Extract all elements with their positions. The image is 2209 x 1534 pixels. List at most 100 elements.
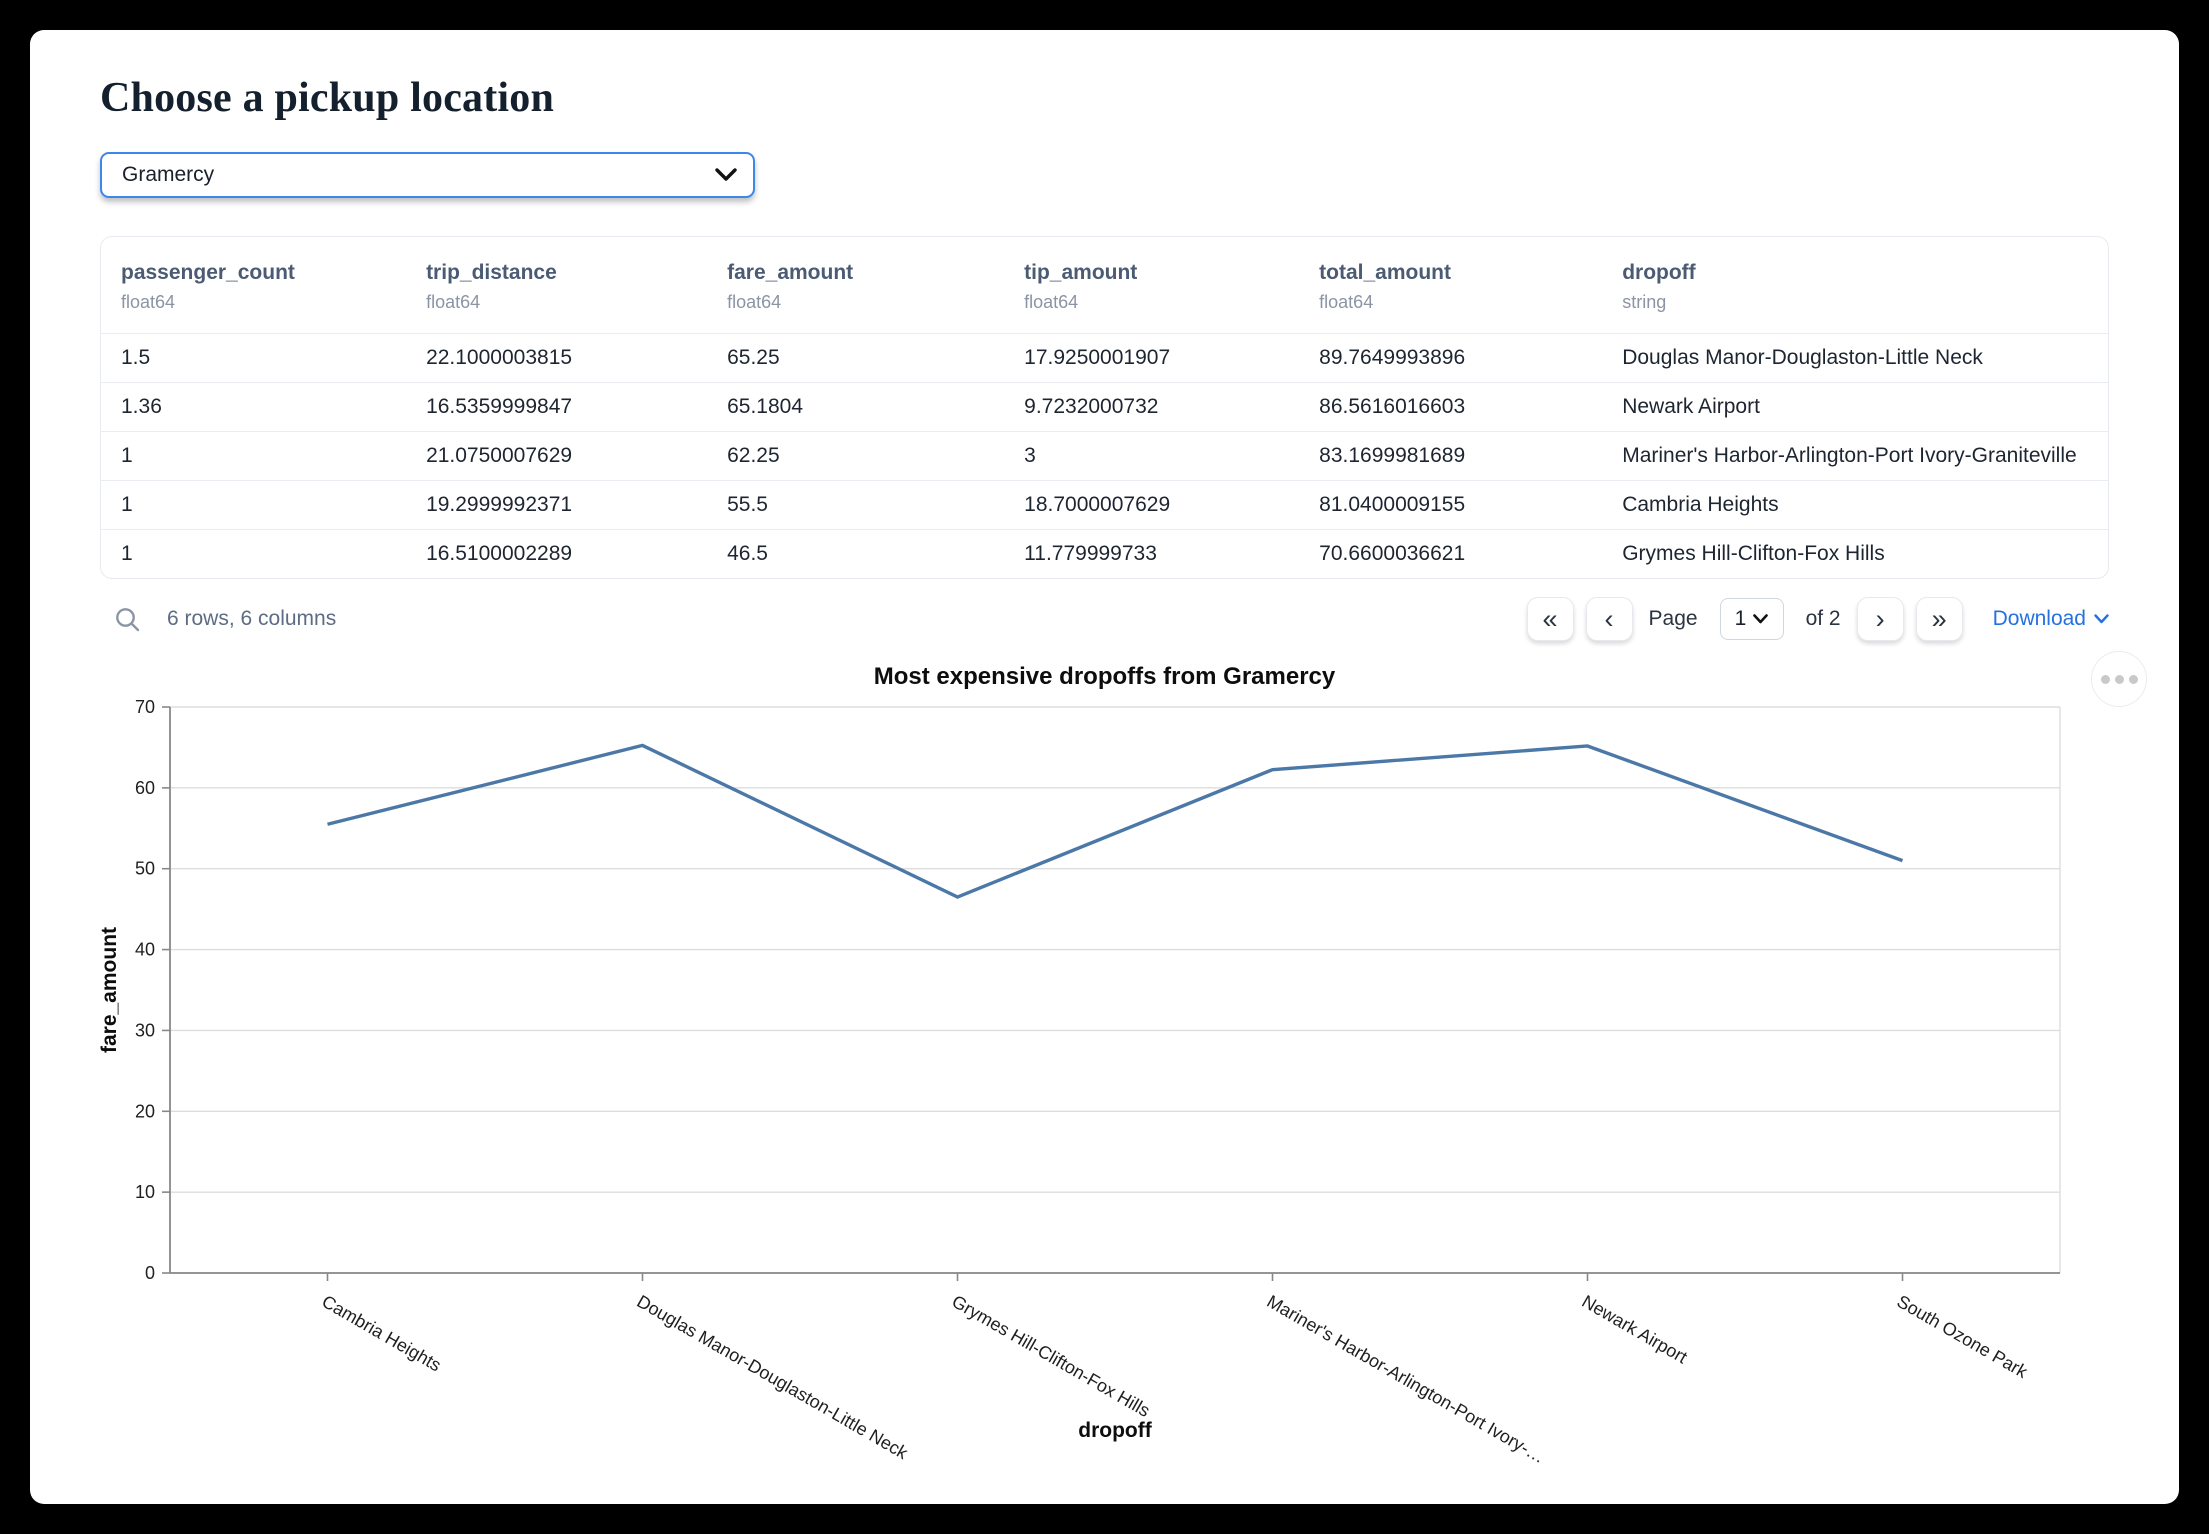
table-cell: 1 bbox=[101, 480, 407, 530]
y-tick-label: 10 bbox=[135, 1182, 155, 1202]
chart-actions-button[interactable] bbox=[2091, 651, 2147, 707]
x-tick-label: Grymes Hill-Clifton-Fox Hills bbox=[949, 1291, 1154, 1421]
line-series bbox=[327, 743, 1904, 899]
table-cell: Douglas Manor-Douglaston-Little Neck bbox=[1622, 346, 1983, 369]
chevron-down-icon bbox=[1753, 614, 1769, 624]
chevron-down-icon bbox=[2094, 614, 2109, 624]
pickup-location-value: Gramercy bbox=[122, 163, 215, 186]
table-cell: 17.9250001907 bbox=[1024, 346, 1171, 369]
table-cell: 1 bbox=[101, 431, 407, 481]
table-row[interactable]: 1 21.0750007629 62.25 3 83.1699981689 Mariner… bbox=[101, 431, 2108, 481]
column-header-dropoff[interactable]: dropoff string bbox=[1602, 237, 2108, 334]
column-name: total_amount bbox=[1319, 261, 1451, 284]
table-footer: 6 rows, 6 columns « ‹ Page 1 of 2 › » Do… bbox=[100, 597, 2109, 641]
column-name: trip_distance bbox=[426, 261, 557, 284]
table-cell: 89.7649993896 bbox=[1319, 346, 1466, 369]
column-name: dropoff bbox=[1622, 261, 1696, 284]
chart-title: Most expensive dropoffs from Gramercy bbox=[873, 663, 1336, 690]
table-row[interactable]: 1.5 22.1000003815 65.25 17.9250001907 89.764… bbox=[101, 334, 2108, 383]
table-cell: 18.7000007629 bbox=[1004, 480, 1300, 530]
y-tick-label: 50 bbox=[135, 859, 155, 879]
y-tick-label: 0 bbox=[145, 1263, 155, 1283]
x-tick-label: South Ozone Park bbox=[1894, 1291, 2032, 1382]
x-tick-label: Newark Airport bbox=[1579, 1291, 1691, 1367]
column-type: float64 bbox=[1319, 292, 1374, 312]
prev-page-button[interactable]: ‹ bbox=[1585, 597, 1633, 641]
table-cell: Grymes Hill-Clifton-Fox Hills bbox=[1602, 529, 2108, 578]
line-chart: 0 10 20 30 40 50 60 70 Cambria Heights Douglas Ma… bbox=[100, 697, 2061, 1467]
page-total-label: of 2 bbox=[1805, 607, 1841, 630]
column-type: float64 bbox=[426, 292, 481, 312]
table-row[interactable]: 1.36 16.5359999847 65.1804 9.7232000732 86.5… bbox=[101, 382, 2108, 432]
pickup-location-select[interactable]: Gramercy bbox=[100, 152, 755, 198]
column-name: passenger_count bbox=[121, 261, 295, 284]
column-type: float64 bbox=[121, 292, 176, 312]
chart: Most expensive dropoffs from Gramercy 0 1… bbox=[100, 651, 2147, 1475]
last-page-button[interactable]: » bbox=[1915, 597, 1963, 641]
column-header-fare_amount[interactable]: fare_amount float64 bbox=[707, 237, 1005, 334]
column-type: float64 bbox=[1024, 292, 1079, 312]
column-name: tip_amount bbox=[1024, 261, 1138, 284]
table-row[interactable]: 1 16.5100002289 46.5 11.779999733 70.6600036… bbox=[101, 529, 2108, 578]
y-tick-label: 60 bbox=[135, 778, 155, 798]
x-axis-title: dropoff bbox=[1078, 1419, 1152, 1442]
table-cell: Cambria Heights bbox=[1602, 480, 2108, 530]
y-tick-label: 40 bbox=[135, 940, 155, 960]
ellipsis-icon bbox=[2128, 674, 2138, 684]
y-axis-title: fare_amount bbox=[100, 927, 121, 1053]
next-page-button[interactable]: › bbox=[1856, 597, 1904, 641]
download-button[interactable]: Download bbox=[1993, 607, 2109, 631]
table-cell: 86.5616016603 bbox=[1299, 382, 1603, 432]
app-window: Choose a pickup location Gramercy passen… bbox=[30, 30, 2179, 1504]
page-label: Page bbox=[1648, 607, 1698, 630]
table-cell: Newark Airport bbox=[1602, 382, 2108, 432]
column-header-tip_amount[interactable]: tip_amount float64 bbox=[1004, 237, 1300, 334]
table-row[interactable]: 1 19.2999992371 55.5 18.7000007629 81.040000… bbox=[101, 480, 2108, 530]
x-tick-label: Mariner's Harbor-Arlington-Port Ivory-… bbox=[1264, 1291, 1549, 1467]
table-cell: 19.2999992371 bbox=[406, 480, 708, 530]
table-cell: 1 bbox=[101, 529, 407, 578]
table-cell: 83.1699981689 bbox=[1299, 431, 1603, 481]
chevron-down-icon bbox=[715, 168, 737, 181]
table-cell: 65.25 bbox=[727, 346, 780, 369]
x-tick-label: Douglas Manor-Douglaston-Little Neck bbox=[634, 1291, 913, 1463]
table-cell: 1.5 bbox=[121, 346, 151, 369]
table-summary: 6 rows, 6 columns bbox=[167, 607, 337, 630]
column-header-trip_distance[interactable]: trip_distance float64 bbox=[406, 237, 708, 334]
search-icon[interactable] bbox=[114, 606, 141, 633]
table-cell: 11.779999733 bbox=[1004, 529, 1300, 578]
table-cell: 65.1804 bbox=[707, 382, 1005, 432]
table-cell: 1.36 bbox=[101, 382, 407, 432]
ellipsis-icon bbox=[2100, 674, 2110, 684]
page-number-value: 1 bbox=[1734, 607, 1747, 630]
table-cell: 62.25 bbox=[707, 431, 1005, 481]
y-tick-label: 30 bbox=[135, 1020, 155, 1040]
table-cell: 55.5 bbox=[707, 480, 1005, 530]
column-name: fare_amount bbox=[727, 261, 854, 284]
table-cell: 16.5100002289 bbox=[406, 529, 708, 578]
ellipsis-icon bbox=[2114, 674, 2124, 684]
page-title: Choose a pickup location bbox=[100, 75, 555, 121]
table-cell: 81.0400009155 bbox=[1299, 480, 1603, 530]
column-header-passenger_count[interactable]: passenger_count float64 bbox=[101, 237, 407, 334]
x-tick-label: Cambria Heights bbox=[319, 1291, 445, 1375]
column-type: float64 bbox=[727, 292, 782, 312]
table-cell: 9.7232000732 bbox=[1004, 382, 1300, 432]
table-cell: 70.6600036621 bbox=[1299, 529, 1603, 578]
column-type: string bbox=[1622, 292, 1667, 312]
y-tick-label: 20 bbox=[135, 1101, 155, 1121]
first-page-button[interactable]: « bbox=[1526, 597, 1574, 641]
table-cell: 3 bbox=[1004, 431, 1300, 481]
table-body: 1.5 22.1000003815 65.25 17.9250001907 89.764… bbox=[101, 334, 2108, 578]
table-cell: 16.5359999847 bbox=[406, 382, 708, 432]
page-number-select[interactable]: 1 bbox=[1719, 598, 1784, 640]
download-label: Download bbox=[1992, 607, 2086, 630]
y-tick-label: 70 bbox=[135, 697, 155, 717]
table-cell: Mariner's Harbor-Arlington-Port Ivory-Gr… bbox=[1602, 431, 2108, 481]
table-cell: 46.5 bbox=[707, 529, 1005, 578]
table-cell: 22.1000003815 bbox=[426, 346, 573, 369]
column-header-total_amount[interactable]: total_amount float64 bbox=[1299, 237, 1603, 334]
